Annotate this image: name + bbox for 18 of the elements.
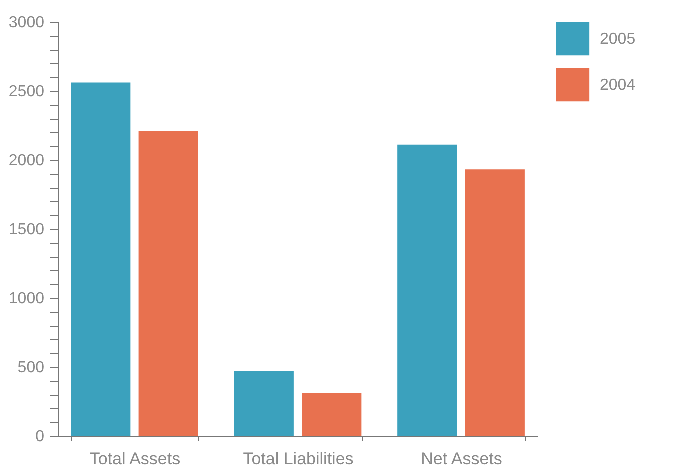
y-tick-label: 2500 xyxy=(8,84,45,100)
bar xyxy=(465,170,525,436)
y-tick-label: 500 xyxy=(18,360,45,376)
x-tick-label: Net Assets xyxy=(421,450,502,468)
y-tick-label: 0 xyxy=(36,428,45,446)
y-tick-label: 3000 xyxy=(8,14,45,32)
x-tick-label: Total Assets xyxy=(90,450,181,468)
y-tick-label: 2000 xyxy=(8,152,45,170)
y-tick-label: 1000 xyxy=(8,290,45,308)
bar xyxy=(398,144,458,436)
bar xyxy=(71,82,131,436)
legend-label: 2004 xyxy=(600,77,636,94)
bar xyxy=(138,131,198,436)
x-tick-label: Total Liabilities xyxy=(243,450,354,468)
y-tick-label: 1500 xyxy=(8,222,45,238)
bar xyxy=(234,371,294,436)
legend-label: 2005 xyxy=(600,31,636,48)
bar xyxy=(302,393,362,436)
